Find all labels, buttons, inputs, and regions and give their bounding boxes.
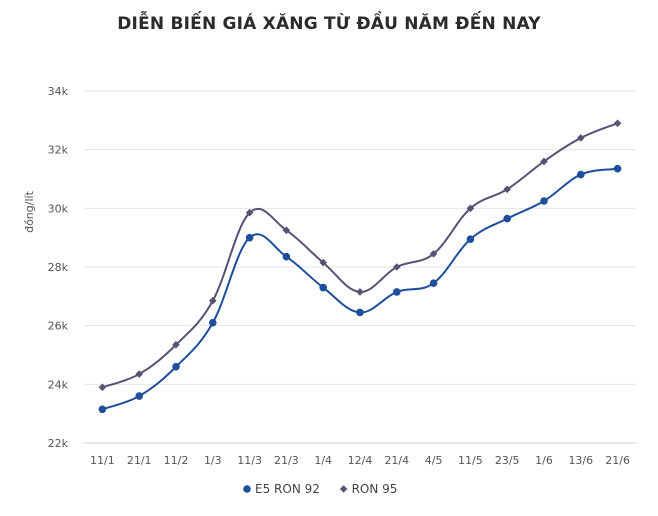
data-point: [319, 258, 327, 267]
data-point: [429, 279, 438, 287]
chart-title: DIỄN BIẾN GIÁ XĂNG TỪ ĐẦU NĂM ĐẾN NAY: [117, 14, 541, 34]
x-tick-label: 23/5: [495, 454, 520, 467]
y-tick-label: 24k: [48, 378, 69, 391]
x-tick-label: 11/3: [237, 454, 262, 467]
legend-item-ron-95: RON 95: [339, 482, 398, 496]
series-ron-95: [98, 119, 622, 392]
series-e5-ron-92: [98, 164, 622, 414]
data-point: [393, 263, 401, 271]
data-point: [245, 233, 254, 242]
data-point: [319, 283, 328, 292]
data-point: [466, 235, 475, 243]
data-point: [540, 197, 548, 205]
series-line-ron-95: [102, 122, 618, 389]
data-point: [356, 288, 364, 296]
data-point: [209, 318, 217, 327]
data-point: [466, 204, 475, 213]
x-tick-label: 1/6: [535, 454, 553, 467]
data-point: [503, 185, 511, 194]
y-tick-label: 22k: [48, 437, 69, 450]
x-tick-label: 21/6: [605, 454, 630, 467]
x-tick-label: 13/6: [568, 454, 593, 467]
x-tick-label: 12/4: [348, 454, 373, 467]
data-point: [135, 370, 143, 378]
data-point: [98, 383, 107, 392]
data-point: [577, 170, 585, 179]
data-point: [135, 392, 143, 400]
y-axis-label: đồng/lít: [23, 190, 36, 232]
data-point: [613, 119, 622, 128]
data-point: [282, 226, 291, 235]
data-point: [356, 308, 364, 317]
data-point: [282, 252, 291, 261]
y-tick-label: 30k: [48, 202, 69, 215]
legend-marker: [339, 485, 348, 493]
data-point: [503, 214, 512, 223]
data-point: [245, 208, 254, 217]
data-point: [172, 340, 180, 349]
y-tick-label: 32k: [48, 144, 69, 157]
y-tick-label: 34k: [48, 85, 69, 98]
x-tick-label: 1/3: [204, 454, 222, 467]
data-point: [577, 134, 585, 142]
x-tick-label: 1/4: [314, 454, 332, 467]
data-point: [172, 362, 180, 371]
x-tick-label: 11/2: [164, 454, 189, 467]
legend-marker: [243, 485, 251, 493]
y-tick-label: 28k: [48, 261, 69, 274]
y-tick-label: 26k: [48, 320, 69, 333]
data-point: [209, 296, 217, 305]
data-point: [613, 164, 622, 173]
data-point: [429, 250, 438, 258]
legend-label: RON 95: [352, 482, 398, 496]
data-point: [393, 288, 401, 296]
x-tick-label: 11/5: [458, 454, 483, 467]
data-point: [540, 157, 548, 166]
data-point: [98, 405, 107, 414]
x-tick-label: 11/1: [90, 454, 115, 467]
legend-label: E5 RON 92: [255, 482, 320, 496]
legend-item-e5-ron-92: E5 RON 92: [243, 482, 320, 496]
x-tick-label: 21/4: [384, 454, 409, 467]
x-tick-label: 4/5: [425, 454, 443, 467]
x-tick-label: 21/3: [274, 454, 299, 467]
x-tick-label: 21/1: [127, 454, 152, 467]
